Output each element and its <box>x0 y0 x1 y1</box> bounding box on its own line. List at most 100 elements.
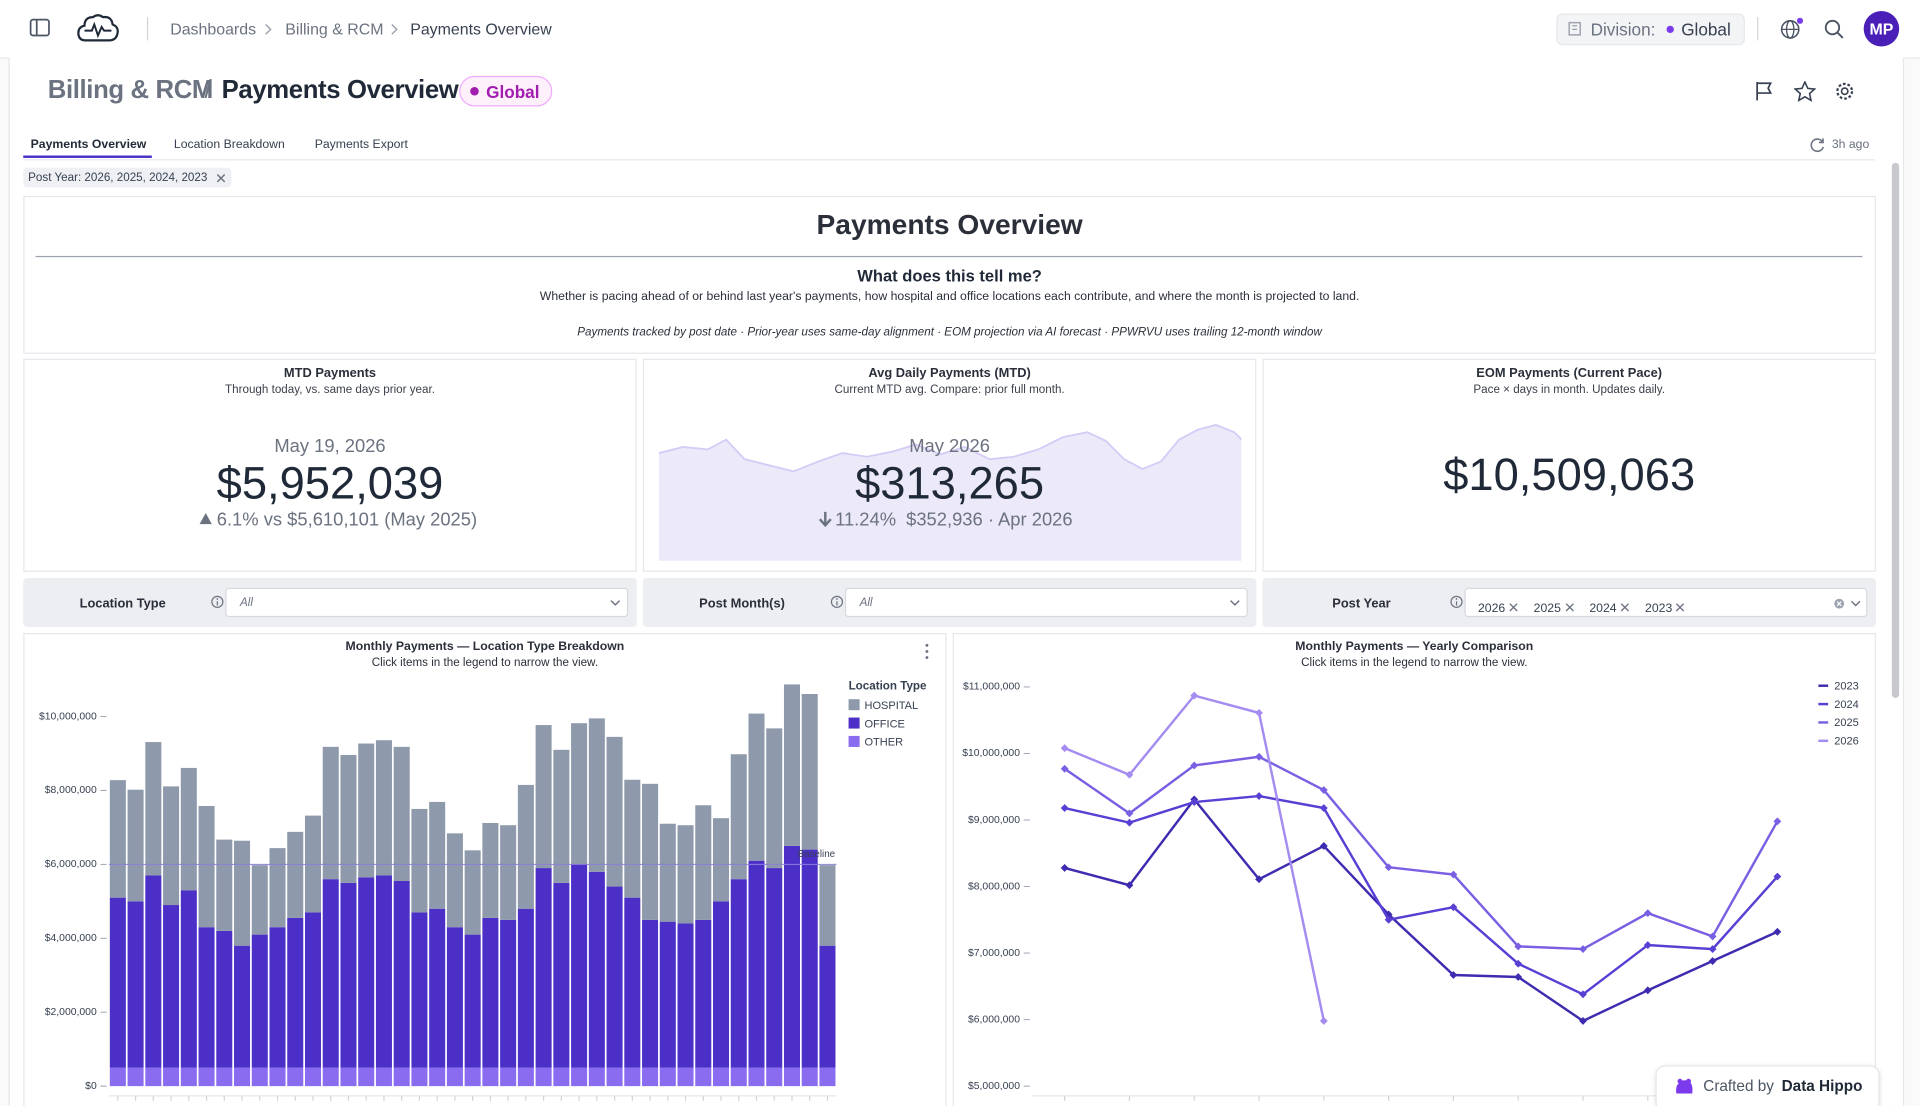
filter-select[interactable]: All <box>844 587 1248 618</box>
bar-segment <box>819 1067 836 1087</box>
chip-remove[interactable] <box>1620 602 1630 612</box>
filter-select[interactable]: All <box>225 587 629 618</box>
bar-segment <box>109 1067 126 1087</box>
bar-segment <box>713 818 730 902</box>
refresh-icon[interactable] <box>1810 137 1826 153</box>
point-marker <box>1773 817 1782 826</box>
y-tick-label: $9,000,000 <box>968 815 1020 826</box>
bar-segment <box>163 905 180 1068</box>
crafted-prefix: Crafted by <box>1703 1077 1774 1095</box>
division-selector[interactable] <box>1556 13 1745 46</box>
favorite-button[interactable] <box>1793 80 1816 102</box>
chip-remove[interactable] <box>1564 602 1574 612</box>
settings-button[interactable] <box>1834 81 1855 102</box>
bar-segment <box>748 713 765 861</box>
legend-label[interactable]: HOSPITAL <box>864 700 918 712</box>
chart-menu[interactable] <box>923 643 930 660</box>
search-button[interactable] <box>1823 18 1845 40</box>
bar-segment <box>446 833 463 928</box>
bar-segment <box>234 1067 251 1087</box>
scrollbar-thumb[interactable] <box>1891 162 1900 698</box>
bar-segment <box>624 897 641 1068</box>
bar-segment <box>393 746 410 882</box>
bar-segment <box>730 1067 747 1087</box>
tab-border <box>23 159 1875 161</box>
bar-segment <box>145 875 162 1068</box>
divider <box>1757 17 1759 41</box>
tab[interactable]: Location Breakdown <box>173 138 285 152</box>
point-marker <box>1125 770 1134 779</box>
bar-segment <box>500 1067 517 1087</box>
year-chip[interactable]: 2026 <box>1478 602 1519 616</box>
crafted-badge[interactable] <box>1655 1065 1880 1106</box>
kpi-title: EOM Payments (Current Pace) <box>1476 366 1663 381</box>
info-icon[interactable] <box>211 595 224 608</box>
year-chip[interactable]: 2025 <box>1534 602 1574 616</box>
title-separator: / <box>204 75 212 105</box>
sparkline-area <box>658 423 1242 561</box>
bar-segment <box>198 927 215 1068</box>
logo[interactable] <box>76 11 120 45</box>
crafted-brand: Data Hippo <box>1781 1077 1863 1095</box>
filter-label: Post Year <box>1332 596 1391 612</box>
info-icon[interactable] <box>1450 595 1463 608</box>
chip-list: 2026 2025 2024 2023 <box>1478 596 1695 618</box>
bar-segment <box>216 930 233 1068</box>
bar-segment <box>163 786 180 906</box>
bar-segment <box>429 1067 446 1087</box>
chip-remove[interactable] <box>216 173 227 184</box>
bar-segment <box>322 879 339 1068</box>
user-avatar[interactable]: MP <box>1863 11 1900 47</box>
intro-card <box>23 195 1876 354</box>
bar-segment <box>163 1067 180 1087</box>
bar-segment <box>429 908 446 1068</box>
point-marker <box>1579 945 1587 953</box>
bar-segment <box>730 754 747 880</box>
legend-label[interactable]: 2024 <box>1834 699 1859 711</box>
point-marker <box>1190 761 1199 770</box>
bar-segment <box>198 1067 215 1087</box>
bar-segment <box>571 723 588 865</box>
bar-segment <box>340 882 357 1068</box>
bar-segment <box>109 780 126 898</box>
legend-swatch <box>848 735 860 747</box>
year-chip[interactable]: 2024 <box>1589 602 1630 616</box>
up-arrow <box>199 513 212 525</box>
clear-and-caret[interactable] <box>1833 598 1862 610</box>
tab[interactable]: Payments Export <box>314 138 408 152</box>
legend-label[interactable]: OFFICE <box>864 718 904 730</box>
legend-label[interactable]: 2026 <box>1834 735 1859 747</box>
filter-multiselect[interactable]: 2026 2025 2024 2023 <box>1464 587 1868 618</box>
bar-segment <box>766 868 783 1068</box>
bar-segment <box>322 746 339 880</box>
kpi-subtitle: Through today, vs. same days prior year. <box>225 383 435 397</box>
point-marker <box>1319 842 1328 850</box>
legend-label[interactable]: OTHER <box>864 737 903 749</box>
tab-active[interactable]: Payments Overview <box>30 138 147 152</box>
page-section[interactable]: Billing & RCM <box>47 75 214 105</box>
chip-remove[interactable] <box>1509 602 1519 612</box>
bar-segment <box>446 927 463 1068</box>
bar-segment <box>180 767 197 891</box>
legend-label[interactable]: 2023 <box>1834 680 1859 692</box>
language-button[interactable] <box>1779 17 1804 41</box>
bar-segment <box>695 919 712 1068</box>
bar-segment <box>517 1067 534 1087</box>
legend-label[interactable]: 2025 <box>1834 717 1859 729</box>
bar-segment <box>127 789 144 902</box>
flag-button[interactable] <box>1755 81 1775 102</box>
chart-subtitle: Click items in the legend to narrow the … <box>1301 656 1528 670</box>
point-marker <box>1319 1017 1328 1025</box>
breadcrumb-current: Payments Overview <box>410 19 552 38</box>
bar-segment <box>269 927 286 1068</box>
bar-segment <box>375 1067 392 1087</box>
info-icon[interactable] <box>830 595 844 608</box>
sidebar-toggle[interactable] <box>29 18 50 38</box>
chip-text: 2024 <box>1589 602 1617 616</box>
breadcrumb-item[interactable]: Dashboards <box>170 19 257 38</box>
filter-chip[interactable] <box>23 167 232 188</box>
breadcrumb-item[interactable]: Billing & RCM <box>285 19 384 38</box>
year-chip[interactable]: 2023 <box>1645 602 1686 616</box>
chip-remove[interactable] <box>1676 602 1686 612</box>
status-dot <box>1666 25 1674 34</box>
